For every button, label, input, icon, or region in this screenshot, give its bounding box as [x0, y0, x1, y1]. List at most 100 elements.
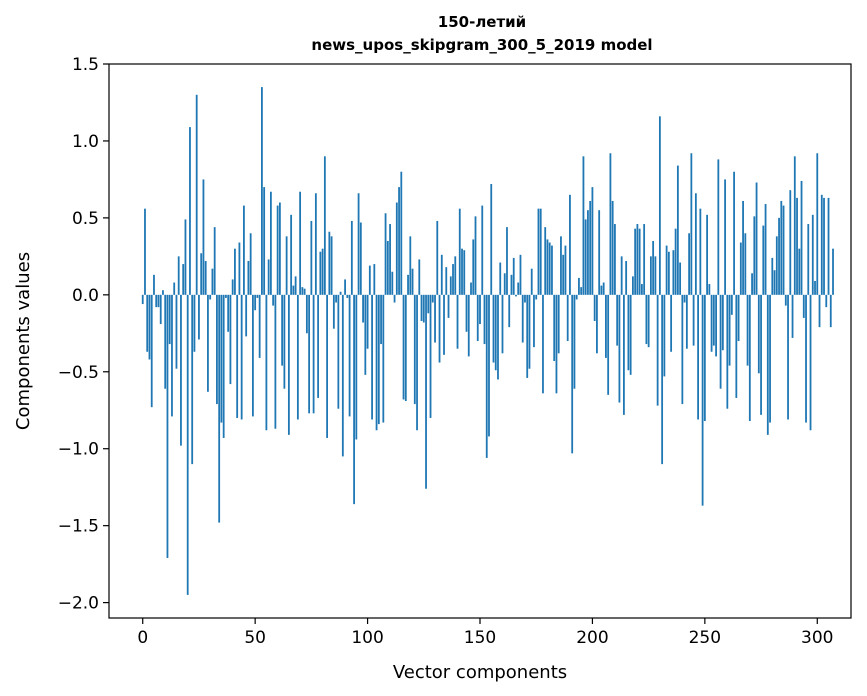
bar: [764, 204, 767, 295]
bar: [717, 159, 720, 295]
bar: [629, 294, 632, 375]
bar: [560, 236, 562, 295]
bar: [382, 294, 385, 423]
bar: [773, 270, 776, 295]
bar: [798, 248, 801, 295]
bar: [787, 294, 789, 420]
bar: [258, 294, 261, 358]
bar: [386, 240, 389, 295]
bar: [146, 294, 149, 352]
bar: [252, 294, 254, 417]
bar: [238, 242, 241, 295]
bar: [344, 279, 346, 295]
bar: [823, 197, 825, 295]
bar: [434, 294, 436, 343]
bar: [420, 294, 423, 321]
bar: [204, 260, 207, 295]
bar: [676, 165, 679, 295]
bar: [481, 205, 484, 295]
bar: [180, 294, 182, 446]
bar: [703, 294, 706, 422]
bar: [350, 220, 353, 295]
y-tick-label: −0.5: [58, 363, 99, 383]
bar: [285, 236, 288, 295]
bar: [521, 294, 524, 343]
y-tick-label: 0.5: [72, 209, 99, 229]
bar: [229, 294, 232, 385]
bar: [744, 233, 747, 295]
bar: [393, 294, 396, 303]
bar: [411, 268, 414, 295]
bar: [726, 294, 729, 409]
bar: [508, 294, 511, 328]
bar: [209, 294, 212, 300]
bar: [234, 248, 236, 295]
bar: [719, 294, 722, 389]
bar: [296, 294, 299, 420]
bar: [575, 294, 578, 300]
bar: [679, 262, 682, 295]
bar: [802, 294, 805, 318]
bar: [483, 294, 486, 345]
bar: [335, 294, 337, 303]
bar: [748, 294, 751, 422]
bar: [512, 257, 515, 295]
bar: [614, 224, 616, 295]
bar: [186, 294, 189, 595]
bar: [346, 294, 349, 298]
bar: [272, 294, 275, 306]
bar: [640, 284, 643, 295]
bar: [596, 294, 598, 354]
bar: [584, 219, 587, 295]
bar: [582, 156, 585, 295]
bar: [728, 294, 731, 366]
bar: [553, 294, 556, 361]
bar: [418, 259, 421, 295]
bar: [566, 294, 569, 341]
bar: [569, 194, 571, 295]
bar: [591, 187, 594, 295]
bar: [216, 294, 218, 405]
bar: [683, 294, 686, 303]
bar: [164, 294, 167, 389]
bar: [775, 236, 778, 295]
bar: [605, 294, 607, 358]
bar: [654, 256, 657, 295]
bar: [366, 294, 369, 349]
bar: [416, 294, 418, 431]
bar: [694, 193, 697, 295]
x-tick-label: 50: [244, 628, 266, 648]
bar-series: [141, 87, 834, 595]
bar: [800, 180, 803, 295]
bar: [485, 294, 488, 458]
bar: [159, 294, 162, 325]
bar: [409, 236, 412, 295]
bar: [555, 294, 558, 394]
bar: [645, 294, 648, 345]
bar: [564, 245, 567, 295]
bar: [168, 294, 171, 345]
bar: [413, 294, 416, 405]
x-tick-label: 0: [137, 628, 148, 648]
bar: [236, 294, 239, 418]
bar: [658, 116, 661, 295]
bar: [670, 294, 673, 352]
bar: [211, 268, 214, 295]
bar: [737, 294, 740, 341]
bar: [278, 202, 281, 295]
bar: [539, 208, 542, 295]
bar: [632, 276, 634, 295]
bar: [519, 254, 522, 295]
bar: [688, 233, 691, 295]
bar: [479, 294, 481, 325]
bar: [256, 294, 259, 298]
bar: [557, 294, 560, 354]
bar: [461, 248, 463, 295]
bar: [195, 94, 198, 295]
bar: [706, 214, 708, 295]
bar: [310, 220, 313, 295]
bar: [667, 251, 670, 295]
bar: [721, 294, 724, 351]
bar: [173, 282, 176, 295]
bar: [375, 294, 378, 431]
